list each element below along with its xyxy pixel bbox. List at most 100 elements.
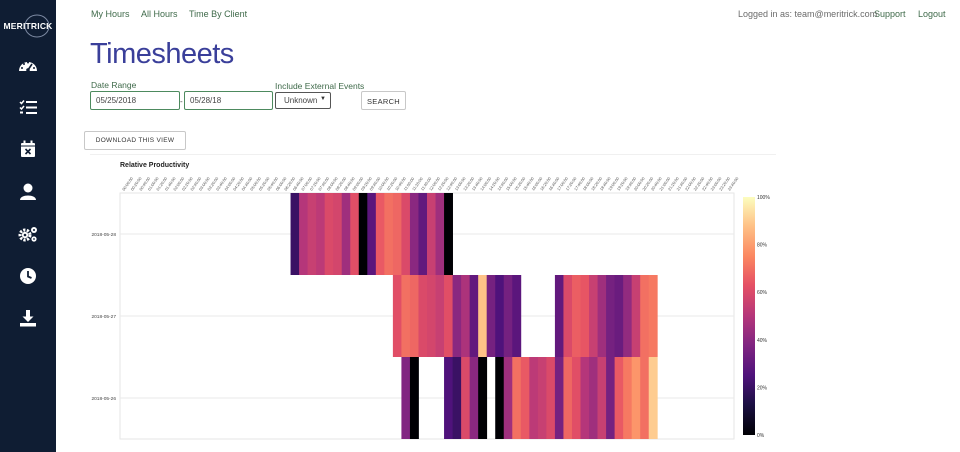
heatmap-cell [435,193,445,275]
chevron-down-icon: ▼ [320,96,326,102]
heatmap-cell [435,275,445,357]
task-list-icon [19,100,37,114]
heatmap-cell [589,357,598,439]
heatmap-cell [367,193,377,275]
sidebar-item-calendar[interactable] [14,137,42,161]
heatmap-cell [554,275,564,357]
sidebar-item-dashboard[interactable] [14,53,42,77]
heatmap-cell [571,357,581,439]
heatmap-cell [418,193,428,275]
heatmap-cell [427,193,436,275]
heatmap-cell [358,193,368,275]
sidebar-item-users[interactable] [14,180,42,204]
colorbar-tick-label: 0% [757,433,765,439]
heatmap-cell [606,357,616,439]
heatmap-cell [623,275,633,357]
sidebar-item-time[interactable] [14,264,42,288]
heatmap-cell [512,275,522,357]
external-events-value: Unknown [284,96,318,105]
heatmap-cell [452,275,462,357]
nav-time-by-client[interactable]: Time By Client [189,9,248,19]
nav-my-hours[interactable]: My Hours [91,9,130,19]
heatmap-cell [520,357,530,439]
brand-logo[interactable]: MERITRICK [3,13,53,38]
heatmap-cell [597,275,607,357]
heatmap-cell [350,193,360,275]
colorbar-tick-label: 20% [757,385,768,391]
heatmap-cell [401,357,411,439]
heatmap-cell [316,193,326,275]
heatmap-cell [418,275,428,357]
heatmap-cell [392,275,402,357]
heatmap-cell [640,357,650,439]
heatmap-cell [299,193,309,275]
heatmap-cell [554,357,564,439]
sidebar: MERITRICK [0,0,56,452]
heatmap-cell [427,275,436,357]
heatmap-cell [546,357,556,439]
heatmap-cell [469,357,479,439]
external-events-select[interactable]: Unknown ▼ [275,92,331,109]
sidebar-item-tasks[interactable] [14,95,42,119]
heatmap-cell [409,357,419,439]
heatmap-cell [580,357,590,439]
logo-ring-icon [24,14,50,38]
colorbar-tick-label: 60% [757,290,768,296]
heatmap-cell [401,275,411,357]
heatmap-cell [503,357,513,439]
heatmap-cell [648,357,658,439]
heatmap-cell [571,275,581,357]
heatmap-cell [307,193,317,275]
heatmap-cell [631,275,641,357]
heatmap-cell [614,357,624,439]
heatmap-cell [589,275,598,357]
external-events-label: Include External Events [275,81,365,91]
heatmap-cell [614,275,624,357]
chart-title: Relative Productivity [120,162,189,169]
heatmap-cell [563,357,573,439]
download-icon [20,310,36,327]
colorbar-tick-label: 40% [757,338,768,344]
productivity-chart: Relative Productivity 2018-05-28 2018-05-2… [90,154,776,444]
heatmap-cell [580,275,590,357]
heatmap-cell [597,357,607,439]
heatmap-cell [469,275,479,357]
heatmap-svg: Relative Productivity 2018-05-28 2018-05-2… [91,162,770,440]
heatmap-cell [623,357,633,439]
heatmap-cell [290,193,300,275]
nav-logout[interactable]: Logout [918,9,946,19]
search-button[interactable]: SEARCH [361,91,406,110]
heatmap-cell [631,357,641,439]
brand-logo-text: MERITRICK [3,21,53,31]
dashboard-icon [19,61,37,72]
nav-support[interactable]: Support [874,9,906,19]
start-date-input[interactable]: 05/25/2018 [90,91,180,110]
heatmap-cell [333,193,343,275]
calendar-icon [21,140,35,157]
sidebar-item-download[interactable] [14,306,42,330]
date-separator: - [180,97,183,106]
heatmap-cell [341,193,351,275]
clock-icon [20,268,36,284]
heatmap-cell [537,357,547,439]
heatmap-cell [512,357,522,439]
heatmap-cell [444,193,453,275]
nav-all-hours[interactable]: All Hours [141,9,178,19]
colorbar-tick-label: 100% [757,195,770,201]
y-tick-label: 2018-05-26 [91,396,116,402]
heatmap-cell [392,193,402,275]
sidebar-item-settings[interactable] [14,222,42,246]
heatmap-cell [529,357,539,439]
user-icon [20,183,36,200]
heatmap-cell [452,357,462,439]
download-view-button[interactable]: DOWNLOAD THIS VIEW [84,131,186,150]
end-date-input[interactable]: 05/28/18 [184,91,273,110]
heatmap-cell [444,275,453,357]
heatmap-cell [444,357,453,439]
heatmap-cell [495,275,505,357]
y-tick-label: 2018-05-27 [91,314,116,320]
heatmap-cell [648,275,658,357]
heatmap-cell [461,357,471,439]
heatmap-cell [478,357,488,439]
logged-in-user: Logged in as: team@meritrick.com [738,9,878,19]
